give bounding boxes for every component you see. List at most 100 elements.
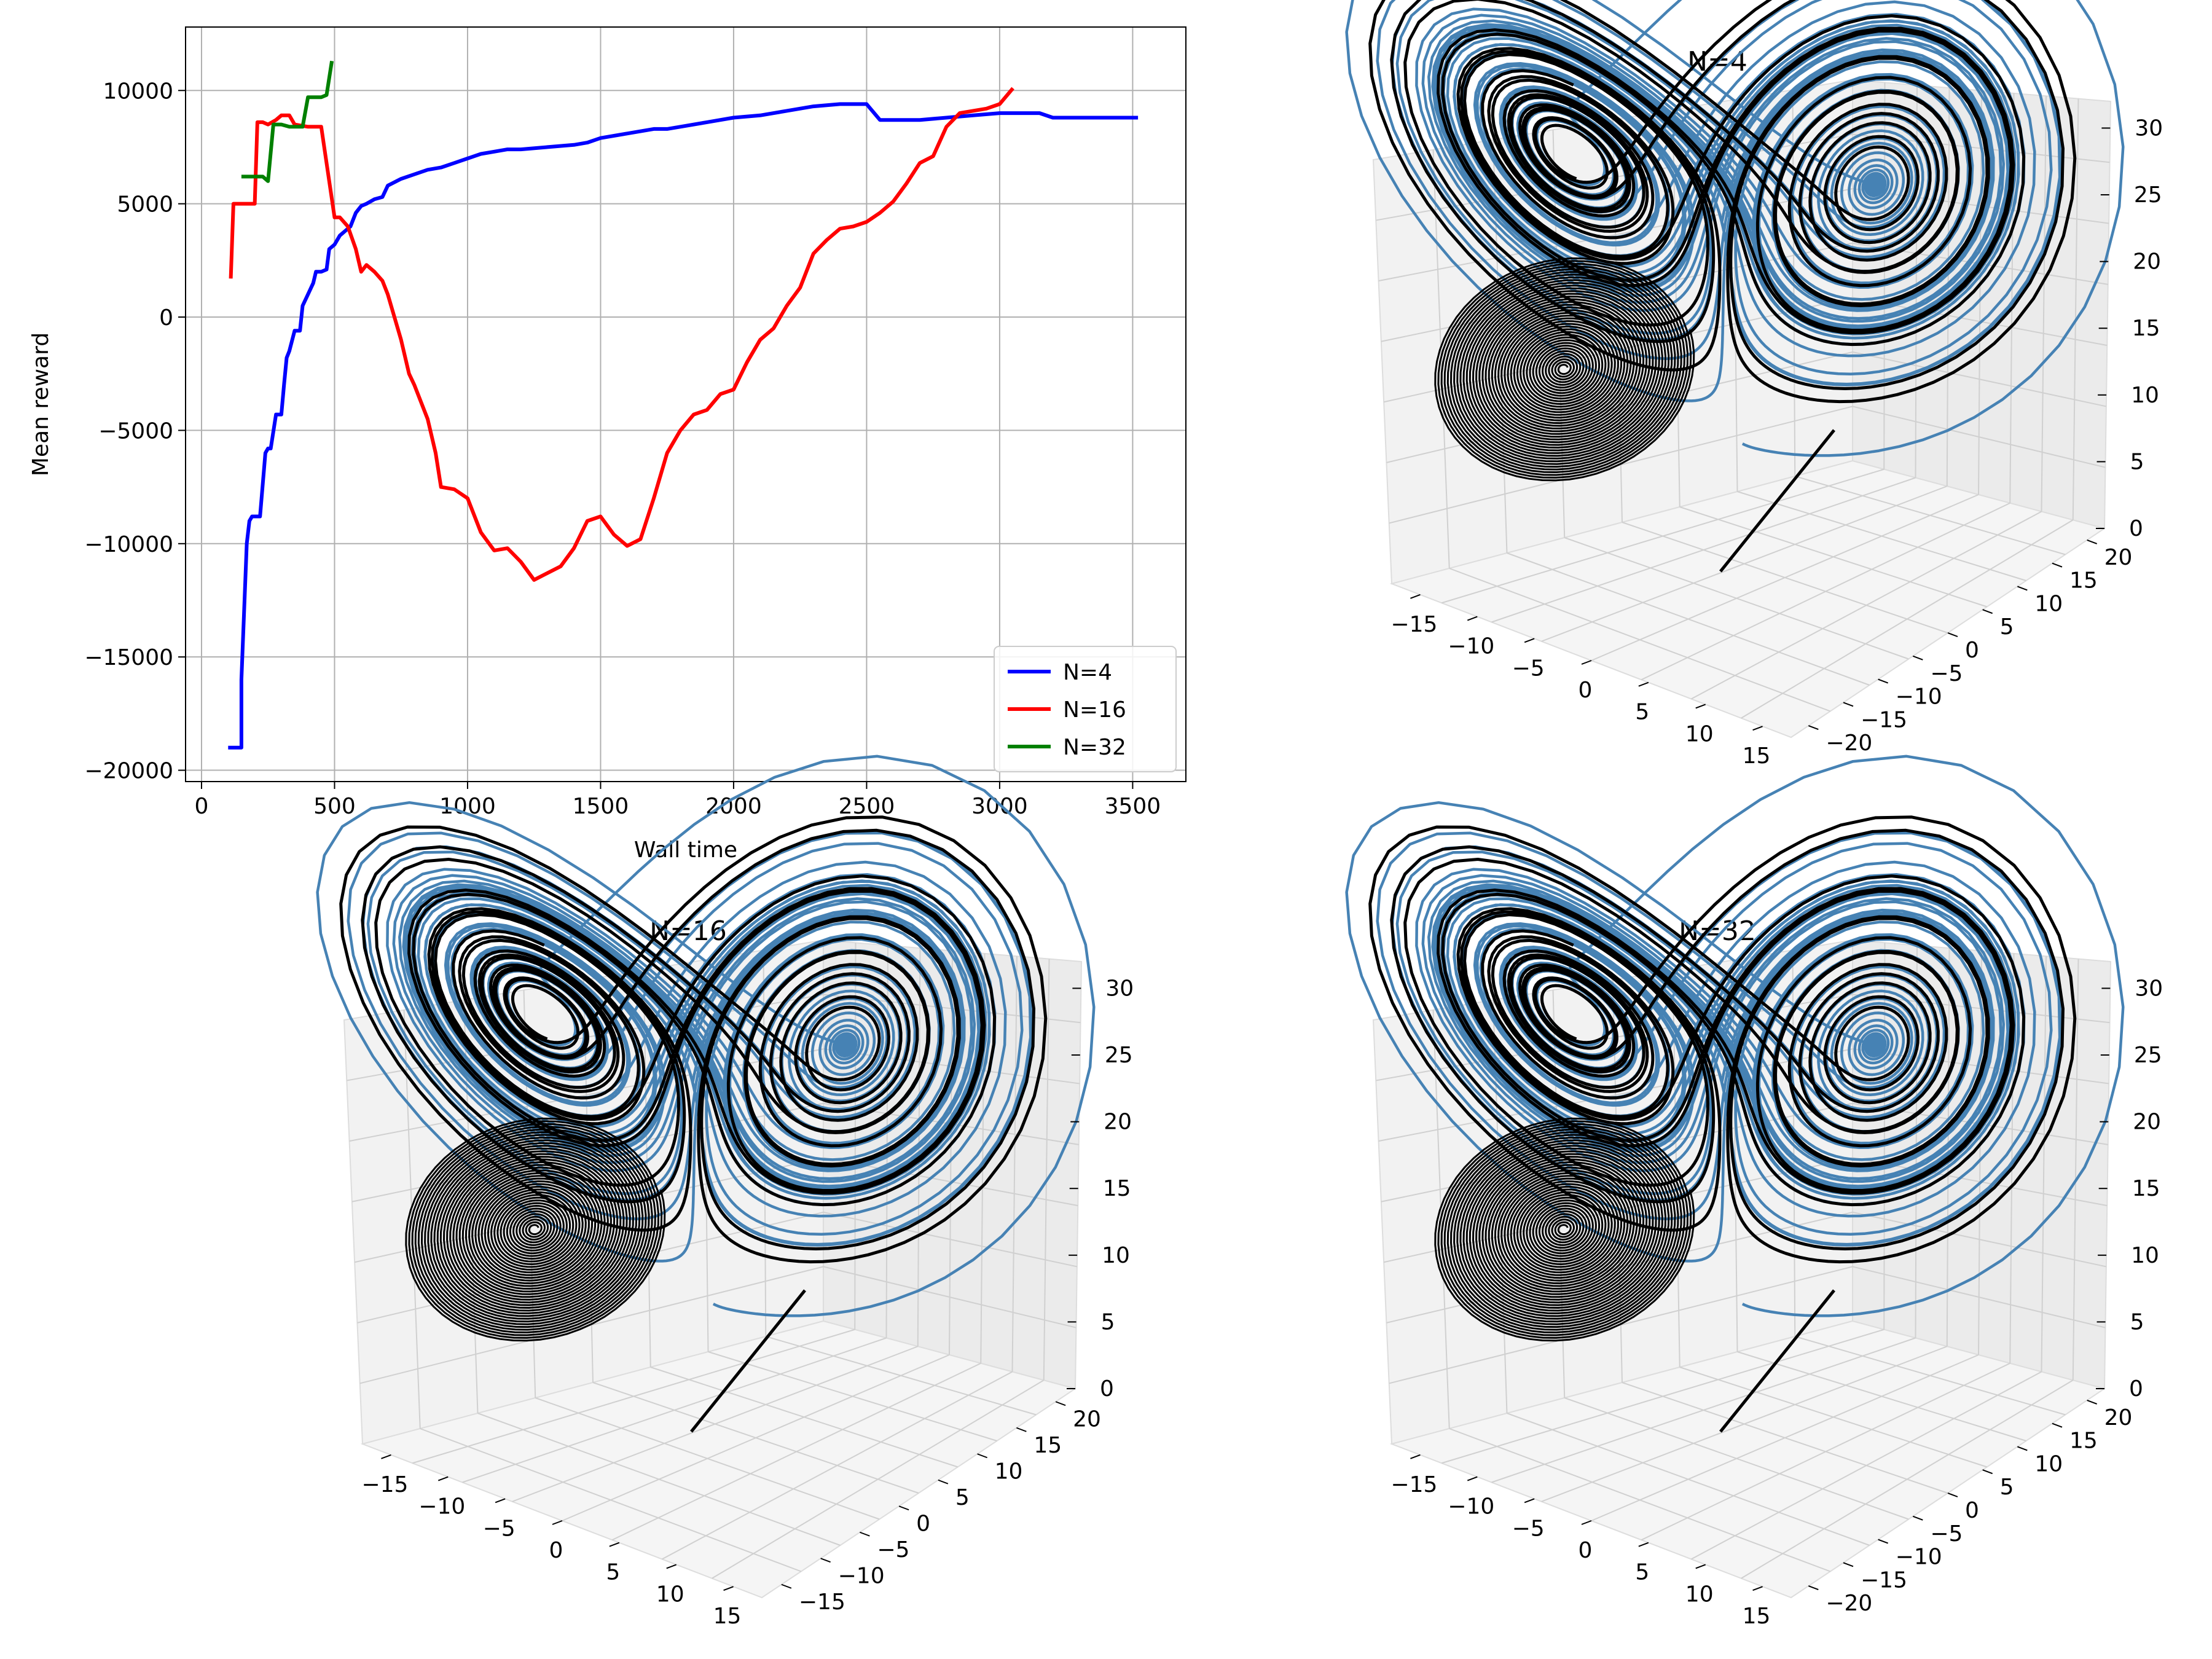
y3d-tick-label: −20 — [1826, 731, 1872, 756]
y3d-tick-label: 20 — [2104, 1405, 2133, 1430]
x3d-tick-mark — [1524, 638, 1535, 643]
x3d-tick-mark — [1581, 660, 1592, 665]
trajectory-black-initial — [1719, 429, 1835, 573]
y3d-tick-mark — [820, 1558, 831, 1563]
x3d-tick-mark — [1638, 681, 1649, 687]
x3d-tick-label: −5 — [1512, 656, 1545, 681]
y3d-tick-label: −15 — [799, 1590, 845, 1615]
y-tick-label: 0 — [159, 305, 173, 331]
x-tick-label: 500 — [313, 794, 356, 819]
x3d-tick-mark — [1752, 1586, 1763, 1591]
y3d-tick-mark — [1843, 702, 1854, 707]
trajectory-black-initial — [690, 1289, 806, 1433]
z3d-tick-label: 0 — [2129, 1376, 2143, 1402]
y3d-tick-mark — [1947, 1492, 1958, 1497]
y3d-tick-label: 0 — [1965, 638, 1979, 663]
pane-grid-line — [2041, 956, 2047, 1372]
y3d-tick-mark — [2052, 1422, 2063, 1428]
z3d-tick-label: 10 — [2131, 383, 2159, 408]
trajectory-blue — [1345, 0, 2125, 457]
z3d-tick-label: 15 — [2132, 316, 2160, 341]
floor-grid-line — [1794, 1336, 2066, 1416]
x3d-tick-label: −10 — [1448, 1494, 1494, 1520]
x3d-tick-label: 5 — [1635, 700, 1649, 725]
x3d-tick-mark — [1752, 726, 1763, 731]
pane-grid-line — [2041, 96, 2047, 512]
z3d-tick-label: 25 — [2134, 182, 2162, 208]
x3d-tick-label: 10 — [1685, 1582, 1714, 1607]
reward-chart-frame — [185, 26, 1186, 782]
floor-grid-line — [1794, 476, 2066, 555]
reward-chart-y-ticks: −20000 −15000 −10000 −5000 0 5000 10000 — [84, 79, 186, 784]
y3d-tick-label: −15 — [1861, 707, 1907, 732]
trajectory-black-spiral — [405, 1117, 666, 1342]
y3d-tick-mark — [938, 1479, 949, 1484]
y3d-tick-label: 20 — [1073, 1406, 1101, 1432]
y3d-tick-label: −15 — [1861, 1567, 1907, 1593]
floor-grid-line — [1641, 502, 2010, 681]
y3d-tick-mark — [1982, 609, 1993, 614]
trajectory-blue — [316, 755, 1096, 1317]
floor-grid-line — [1679, 1367, 1988, 1468]
pane-grid-line — [1978, 90, 1982, 495]
z3d-tick-label: 25 — [1105, 1043, 1133, 1068]
floor-grid-line — [1622, 1382, 1948, 1494]
z3d-tick-label: 5 — [2130, 1309, 2144, 1335]
y3d-tick-label: 5 — [2000, 614, 2014, 640]
z3d-tick-label: 15 — [1103, 1176, 1131, 1201]
x3d-tick-label: 0 — [1579, 1538, 1593, 1563]
pane-grid-line — [1978, 951, 1982, 1355]
x3d-tick-label: −10 — [1448, 634, 1494, 659]
floor-grid-line — [662, 1371, 1013, 1560]
legend-label-n32: N=32 — [1063, 735, 1126, 760]
z3d-tick-label: 15 — [2132, 1176, 2160, 1201]
legend-label-n4: N=4 — [1063, 660, 1112, 685]
floor-grid-line — [1741, 1379, 2074, 1579]
y3d-tick-mark — [1912, 655, 1923, 661]
panel-n4: N=4 −15−10−5051015−20−15−10−505101520051… — [1345, 0, 2163, 769]
y3d-tick-mark — [1982, 1469, 1993, 1475]
x3d-tick-mark — [1410, 594, 1421, 599]
x-tick-label: 2500 — [839, 794, 895, 819]
z3d-tick-label: 20 — [1104, 1110, 1132, 1135]
y3d-tick-label: −5 — [877, 1537, 909, 1563]
pane-grid-line — [1386, 351, 2107, 463]
y3d-tick-label: 0 — [1965, 1498, 1979, 1523]
x3d-tick-mark — [381, 1454, 391, 1459]
x3d-tick-label: 15 — [1743, 743, 1771, 769]
reward-chart-y-label: Mean reward — [28, 332, 53, 476]
x3d-tick-label: 5 — [606, 1560, 620, 1585]
pane-grid-line — [949, 951, 953, 1355]
series-line-n16 — [229, 87, 1014, 582]
y3d-tick-mark — [1843, 1562, 1854, 1567]
z3d-tick-label: 5 — [2130, 449, 2144, 474]
floor-grid-line — [611, 1362, 981, 1541]
x3d-tick-label: 0 — [1579, 678, 1593, 703]
y3d-tick-mark — [2087, 539, 2098, 544]
x-tick-label: 1500 — [573, 794, 629, 819]
y3d-tick-label: 15 — [2069, 568, 2098, 594]
trajectory-black — [339, 815, 1048, 1264]
z3d-tick-label: 30 — [2135, 976, 2163, 1001]
x3d-tick-mark — [1467, 1476, 1478, 1481]
y3d-tick-mark — [1912, 1515, 1923, 1521]
floor-grid-line — [1741, 519, 2074, 719]
y3d-tick-label: 15 — [2069, 1429, 2098, 1454]
x3d-tick-mark — [1524, 1498, 1535, 1504]
y3d-tick-label: 10 — [2034, 591, 2063, 616]
x-tick-label: 0 — [195, 794, 209, 819]
x3d-tick-label: −10 — [418, 1494, 465, 1520]
pane-grid-line — [1011, 956, 1018, 1372]
pane-grid-line — [357, 1211, 1078, 1324]
x3d-tick-label: 5 — [1635, 1560, 1649, 1585]
x3d-tick-label: 15 — [713, 1604, 742, 1629]
z3d-tick-label: 10 — [1102, 1243, 1130, 1268]
y3d-tick-label: 5 — [955, 1485, 970, 1510]
x3d-tick-label: −15 — [1390, 612, 1437, 637]
y3d-tick-label: −5 — [1930, 1521, 1963, 1547]
floor-grid-line — [592, 1382, 919, 1494]
series-line-n4 — [228, 102, 1139, 750]
y3d-tick-mark — [2052, 562, 2063, 568]
x3d-tick-mark — [1695, 704, 1706, 709]
y-tick-label: −20000 — [84, 759, 173, 784]
